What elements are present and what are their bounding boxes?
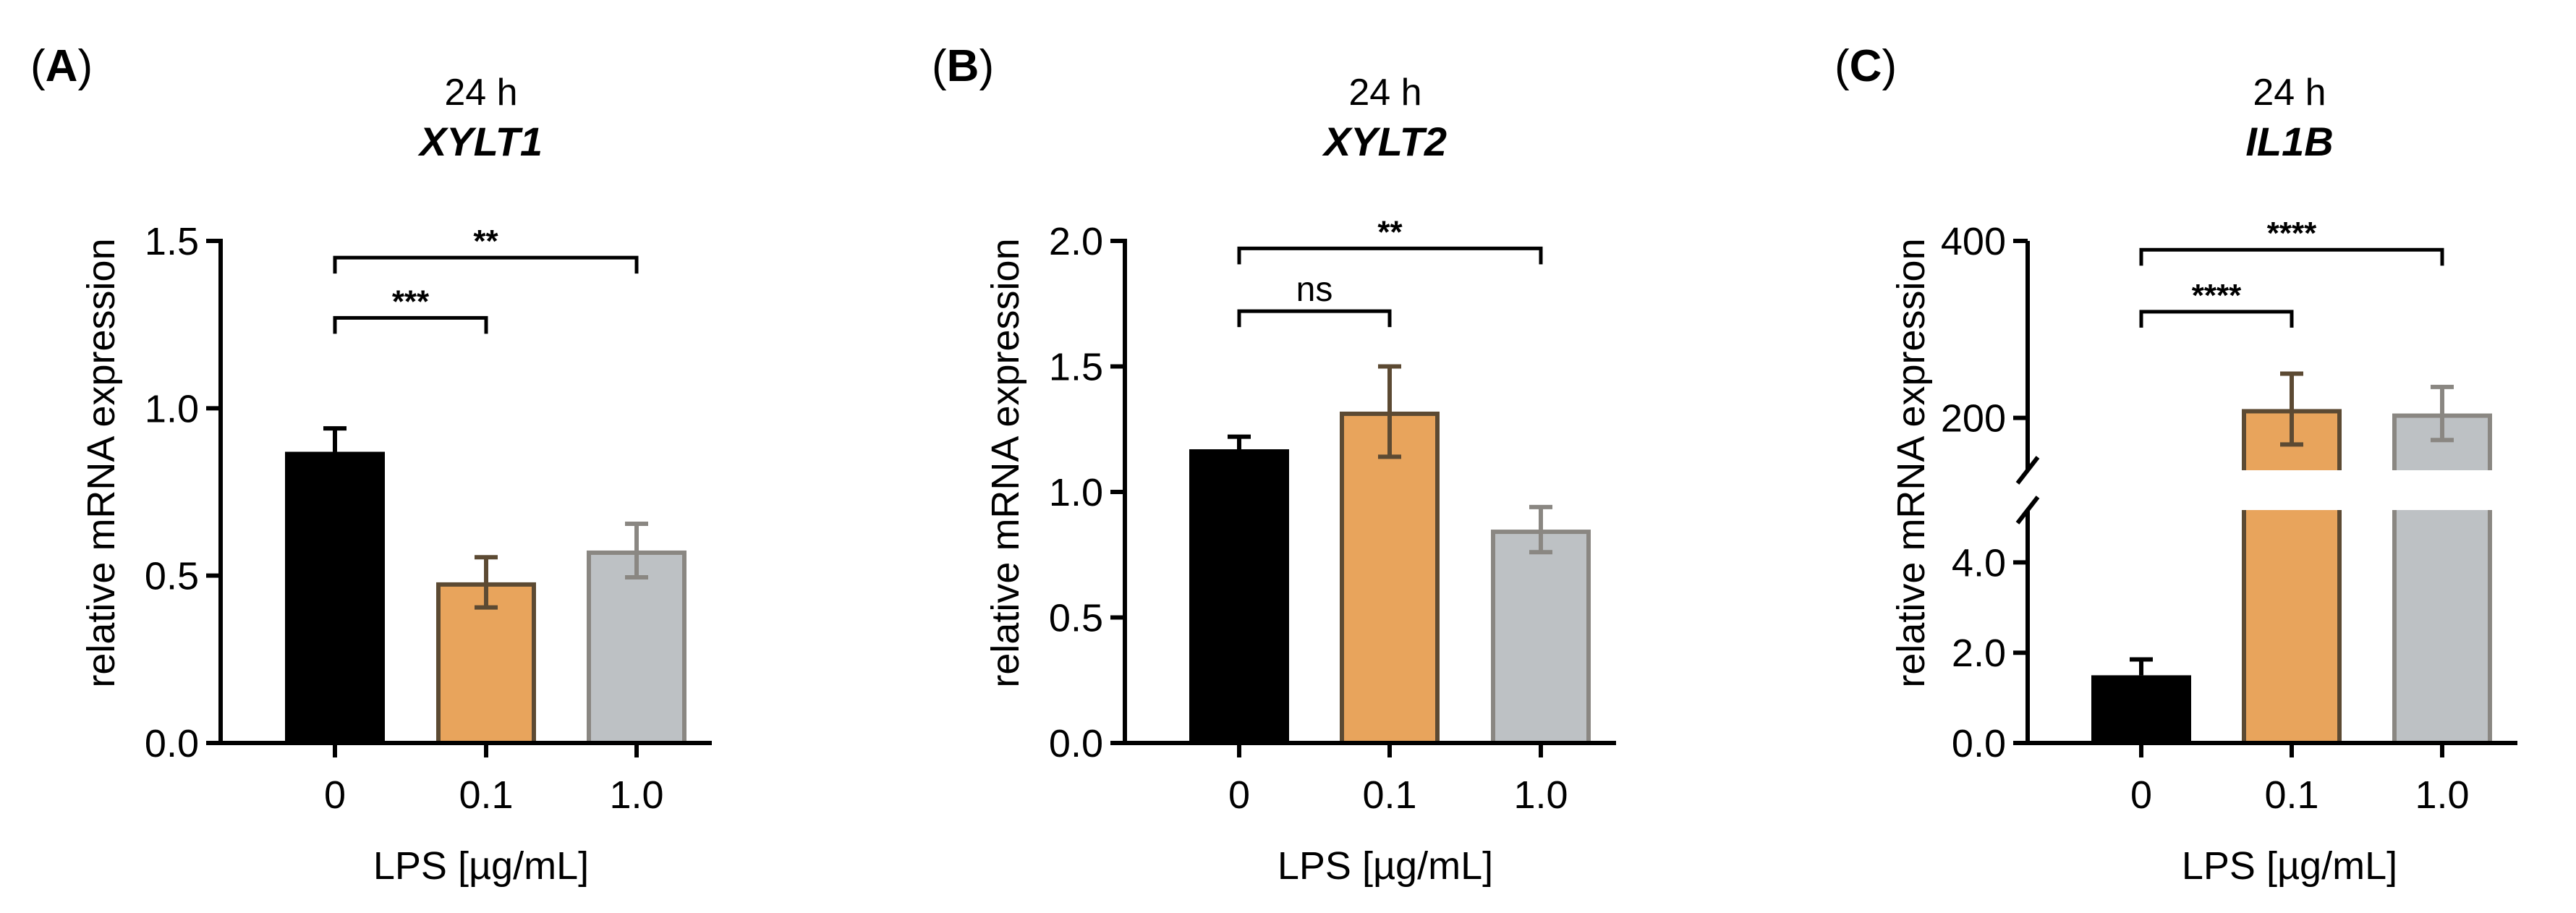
- bar-break-gap-c-3: [2389, 470, 2495, 510]
- significance-bracket-line: [1237, 246, 1543, 265]
- error-bar-b-1: [1228, 434, 1251, 450]
- x-tick-label-b-2: 1.0: [1513, 773, 1568, 817]
- x-tick-label-c-1: 0.1: [2264, 773, 2318, 817]
- significance-group-c: **** ****: [2139, 216, 2444, 328]
- error-bar-b-2: [1378, 364, 1401, 459]
- x-axis-label-b: LPS [µg/mL]: [1278, 844, 1493, 888]
- y-tick-label-c-u1: 400: [1941, 220, 2006, 263]
- y-tick-label-a-3: 1.5: [145, 220, 199, 263]
- significance-bracket-line: [2139, 247, 2444, 266]
- bar-a-1: [285, 451, 385, 743]
- bar-a-2: [436, 582, 536, 745]
- chart-title-a: XYLT1: [417, 119, 543, 164]
- axis-break-mark-upper-c: [2015, 456, 2040, 485]
- axes-a: 0.0 0.5 1.0 1.5 0 0.1 1.0: [145, 220, 712, 817]
- y-axis-label-c: relative mRNA expression: [1890, 238, 1933, 687]
- bar-break-gap-c-2: [2239, 470, 2345, 510]
- significance-bracket-c-1: [2139, 310, 2294, 328]
- significance-label-c-1: ****: [2192, 278, 2242, 313]
- axis-break-mark-lower-c: [2015, 496, 2040, 525]
- significance-bracket-c-0: [2139, 247, 2444, 266]
- axes-c: 0.0 2.0 4.0 200 400 0 0.1 1.0: [1941, 220, 2517, 817]
- significance-bracket-line: [333, 255, 639, 274]
- x-tick-label-b-0: 0: [1228, 773, 1250, 817]
- error-bar-a-1: [323, 426, 347, 452]
- bars-b: [1189, 364, 1591, 746]
- chart-title-b: XYLT2: [1322, 119, 1447, 164]
- chart-subtitle-b: 24 h: [1348, 72, 1421, 114]
- error-bar-b-3: [1529, 504, 1552, 555]
- y-tick-label-a-2: 1.0: [145, 387, 199, 430]
- y-tick-label-c-l1: 2.0: [1952, 632, 2006, 675]
- y-tick-label-b-1: 0.5: [1049, 597, 1103, 640]
- significance-bracket-b-1: [1237, 309, 1392, 328]
- panel-b: (B) 24 h XYLT2 relative mRNA expression …: [932, 41, 1616, 888]
- x-tick-label-a-1: 0.1: [459, 773, 513, 817]
- x-tick-label-a-0: 0: [324, 773, 346, 817]
- significance-bracket-line: [333, 315, 488, 334]
- y-tick-label-b-2: 1.0: [1049, 471, 1103, 514]
- y-tick-label-b-4: 2.0: [1049, 220, 1103, 263]
- x-axis-label-c: LPS [µg/mL]: [2182, 844, 2397, 888]
- bar-b-3: [1491, 530, 1591, 745]
- significance-label-b-1: ns: [1296, 271, 1333, 309]
- chart-subtitle-a: 24 h: [444, 72, 517, 114]
- significance-bracket-b-0: [1237, 246, 1543, 265]
- y-tick-label-c-u0: 200: [1941, 397, 2006, 441]
- y-tick-label-b-3: 1.5: [1049, 346, 1103, 389]
- significance-label-a-0: **: [473, 224, 498, 259]
- significance-bracket-a-0: [333, 255, 639, 274]
- bar-c-2: [2242, 409, 2342, 746]
- y-tick-label-a-0: 0.0: [145, 722, 199, 765]
- x-tick-label-c-0: 0: [2130, 773, 2152, 817]
- bar-a-3: [587, 550, 686, 745]
- x-axis-label-a: LPS [µg/mL]: [373, 844, 589, 888]
- bar-c-3: [2392, 413, 2492, 745]
- bar-c-1: [2091, 675, 2191, 743]
- significance-group-b: ** ns: [1237, 214, 1543, 328]
- axes-b: 0.0 0.5 1.0 1.5 2.0 0 0.1 1.0: [1049, 220, 1616, 817]
- panel-label-a: (A): [30, 41, 93, 91]
- significance-label-c-0: ****: [2267, 216, 2317, 251]
- error-bar-a-3: [625, 521, 648, 579]
- x-tick-label-c-2: 1.0: [2415, 773, 2469, 817]
- y-axis-label-a: relative mRNA expression: [80, 238, 123, 687]
- significance-bracket-a-1: [333, 315, 488, 334]
- significance-label-b-0: **: [1377, 214, 1403, 250]
- y-axis-label-b: relative mRNA expression: [984, 238, 1027, 687]
- chart-subtitle-c: 24 h: [2253, 72, 2326, 114]
- error-bar-c-2: [2280, 371, 2303, 447]
- bars-c: [2091, 371, 2495, 746]
- x-tick-label-a-2: 1.0: [609, 773, 663, 817]
- y-tick-label-b-0: 0.0: [1049, 722, 1103, 765]
- error-bar-c-1: [2130, 657, 2153, 676]
- significance-label-a-1: ***: [392, 284, 430, 319]
- y-tick-label-c-l0: 0.0: [1952, 722, 2006, 765]
- significance-bracket-line: [2139, 310, 2294, 328]
- error-bar-a-2: [475, 555, 498, 610]
- bars-a: [285, 426, 686, 745]
- chart-title-c: IL1B: [2245, 119, 2333, 164]
- y-tick-label-c-l2: 4.0: [1952, 541, 2006, 585]
- significance-group-a: *****: [333, 224, 639, 334]
- significance-bracket-line: [1237, 309, 1392, 328]
- panel-label-b: (B): [932, 41, 994, 91]
- panel-a: (A) 24 h XYLT1 relative mRNA expression …: [30, 41, 712, 888]
- x-tick-label-b-1: 0.1: [1362, 773, 1416, 817]
- bar-b-1: [1189, 449, 1289, 743]
- bar-b-2: [1340, 411, 1440, 746]
- panel-c: (C) 24 h IL1B relative mRNA expression L…: [1835, 41, 2517, 888]
- error-bar-c-3: [2431, 384, 2454, 443]
- y-tick-label-a-1: 0.5: [145, 555, 199, 598]
- panel-label-c: (C): [1835, 41, 1897, 91]
